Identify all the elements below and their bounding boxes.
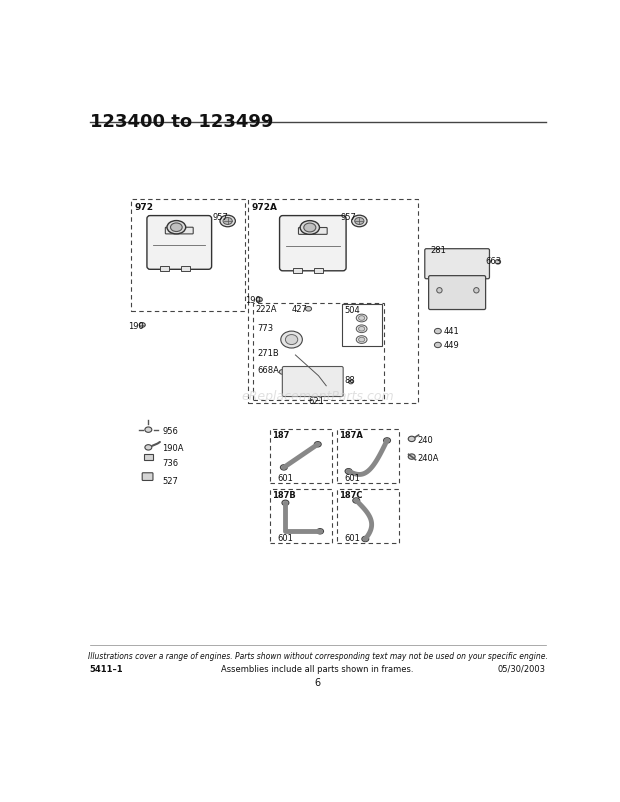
Text: 601: 601 — [345, 473, 361, 483]
Text: 240A: 240A — [418, 454, 440, 463]
Ellipse shape — [362, 537, 369, 541]
Ellipse shape — [279, 370, 285, 375]
Text: 222A: 222A — [255, 305, 277, 314]
FancyBboxPatch shape — [142, 472, 153, 480]
Ellipse shape — [167, 221, 186, 234]
Text: 956: 956 — [162, 427, 178, 435]
Bar — [131, 200, 246, 311]
Ellipse shape — [356, 325, 367, 333]
Text: 271B: 271B — [257, 349, 278, 358]
Ellipse shape — [474, 288, 479, 293]
Text: 601: 601 — [278, 533, 294, 543]
Ellipse shape — [314, 442, 321, 447]
FancyBboxPatch shape — [147, 216, 211, 269]
Bar — [293, 268, 303, 273]
FancyBboxPatch shape — [282, 367, 343, 396]
Ellipse shape — [435, 342, 441, 347]
Text: 504: 504 — [345, 306, 360, 315]
Bar — [314, 268, 324, 273]
Ellipse shape — [220, 215, 236, 227]
Ellipse shape — [348, 380, 353, 384]
Bar — [342, 304, 382, 346]
Text: 427: 427 — [291, 305, 308, 314]
Ellipse shape — [384, 438, 391, 444]
Text: 972: 972 — [135, 202, 154, 212]
Ellipse shape — [256, 298, 262, 302]
Ellipse shape — [358, 326, 365, 331]
Text: 123400 to 123499: 123400 to 123499 — [90, 113, 273, 132]
Ellipse shape — [306, 306, 312, 311]
Text: 05/30/2003: 05/30/2003 — [498, 665, 546, 674]
Bar — [270, 489, 332, 543]
Text: 601: 601 — [278, 473, 294, 483]
Ellipse shape — [145, 444, 152, 450]
Text: 621: 621 — [309, 396, 324, 406]
Text: 663: 663 — [485, 257, 502, 266]
Text: 281: 281 — [430, 246, 446, 255]
Text: eReplacementParts.com: eReplacementParts.com — [241, 390, 394, 403]
Text: 88: 88 — [344, 376, 355, 385]
FancyBboxPatch shape — [428, 276, 485, 310]
Bar — [160, 266, 169, 271]
Ellipse shape — [285, 334, 298, 345]
Ellipse shape — [358, 316, 365, 320]
Text: Assemblies include all parts shown in frames.: Assemblies include all parts shown in fr… — [221, 665, 414, 674]
Text: Illustrations cover a range of engines. Parts shown without corresponding text m: Illustrations cover a range of engines. … — [88, 652, 547, 661]
Bar — [249, 200, 418, 403]
Text: 187A: 187A — [339, 431, 363, 440]
FancyBboxPatch shape — [280, 216, 346, 271]
Ellipse shape — [436, 288, 442, 293]
Ellipse shape — [223, 217, 232, 225]
Ellipse shape — [345, 468, 352, 474]
Text: 190: 190 — [128, 322, 144, 331]
Ellipse shape — [358, 338, 365, 342]
Ellipse shape — [408, 454, 415, 460]
Ellipse shape — [281, 331, 303, 348]
Text: 187C: 187C — [339, 492, 363, 500]
Text: 240: 240 — [418, 436, 433, 445]
Bar — [337, 429, 399, 483]
Text: 187: 187 — [272, 431, 290, 440]
Text: 736: 736 — [162, 459, 179, 468]
Ellipse shape — [353, 498, 360, 503]
Ellipse shape — [300, 221, 319, 234]
Text: 187B: 187B — [272, 492, 296, 500]
Ellipse shape — [145, 427, 152, 432]
Bar — [253, 302, 384, 400]
Text: 668A: 668A — [257, 366, 279, 375]
Ellipse shape — [435, 328, 441, 334]
Ellipse shape — [170, 223, 182, 232]
Ellipse shape — [139, 322, 145, 327]
Text: 601: 601 — [345, 533, 361, 543]
Ellipse shape — [356, 314, 367, 322]
Text: 190A: 190A — [162, 444, 184, 453]
Text: 5411–1: 5411–1 — [90, 665, 123, 674]
Ellipse shape — [282, 500, 289, 505]
Bar — [181, 266, 190, 271]
Bar — [270, 429, 332, 483]
Bar — [144, 454, 153, 460]
Ellipse shape — [355, 217, 364, 225]
Text: 190: 190 — [246, 296, 261, 305]
Bar — [337, 489, 399, 543]
Text: 773: 773 — [257, 324, 273, 333]
Text: 957: 957 — [341, 213, 356, 222]
Text: 972A: 972A — [252, 202, 278, 212]
Text: 449: 449 — [444, 341, 460, 350]
FancyBboxPatch shape — [425, 249, 489, 279]
Text: 441: 441 — [444, 327, 460, 336]
Ellipse shape — [356, 336, 367, 343]
FancyBboxPatch shape — [298, 228, 327, 234]
Text: 6: 6 — [315, 678, 321, 687]
Ellipse shape — [304, 223, 316, 232]
Text: 527: 527 — [162, 476, 178, 486]
Ellipse shape — [317, 529, 324, 534]
Ellipse shape — [495, 260, 500, 264]
Ellipse shape — [352, 215, 367, 227]
Ellipse shape — [408, 436, 415, 442]
Ellipse shape — [280, 464, 287, 470]
Text: 957: 957 — [212, 213, 228, 222]
FancyBboxPatch shape — [166, 227, 193, 234]
